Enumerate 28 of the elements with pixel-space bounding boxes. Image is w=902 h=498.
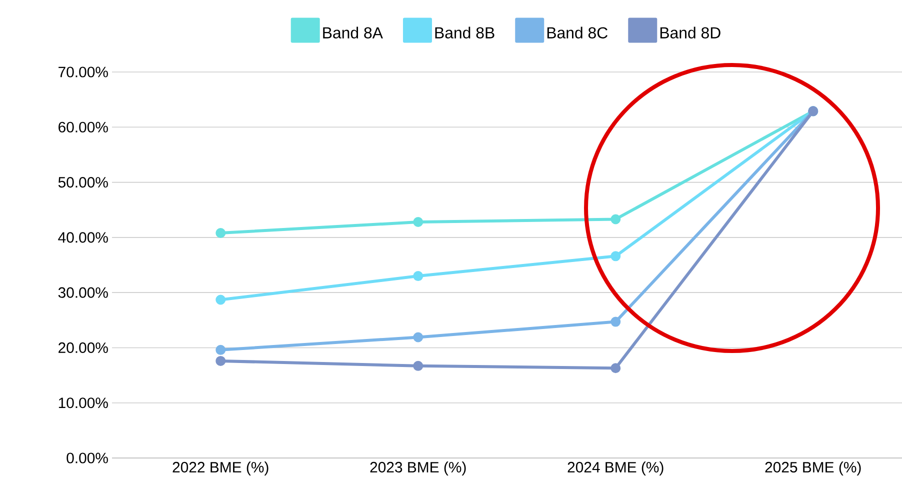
point: [413, 332, 424, 342]
x-tick-label: 2024 BME (%): [568, 462, 664, 476]
point: [216, 344, 226, 355]
legend-label: Band 8D: [660, 26, 720, 38]
y-tick-label: 10.00%: [58, 398, 108, 408]
y-tick-label: 70.00%: [58, 66, 108, 78]
y-tick-label: 40.00%: [58, 232, 108, 243]
y-tick-label: 50.00%: [58, 176, 108, 188]
point: [413, 360, 424, 371]
point: [610, 316, 621, 327]
point: [216, 356, 226, 366]
x-tick-label: 2025 BME (%): [765, 462, 861, 476]
legend-label: Band 8C: [547, 26, 608, 38]
legend-label: Band 8A: [323, 26, 383, 38]
point: [216, 294, 226, 305]
point: [610, 251, 621, 262]
x-tick-label: 2022 BME (%): [172, 462, 268, 476]
y-tick-label: 30.00%: [58, 287, 108, 298]
y-tick-label: 20.00%: [58, 342, 108, 353]
legend-label: Band 8B: [435, 26, 494, 38]
point: [610, 214, 621, 224]
x-tick-label: 2023 BME (%): [370, 462, 466, 476]
point: [610, 363, 621, 374]
point: [413, 271, 424, 282]
point: [413, 216, 424, 227]
y-tick-label: 0.00%: [66, 452, 108, 464]
y-tick-label: 60.00%: [58, 122, 108, 132]
point: [216, 228, 226, 238]
